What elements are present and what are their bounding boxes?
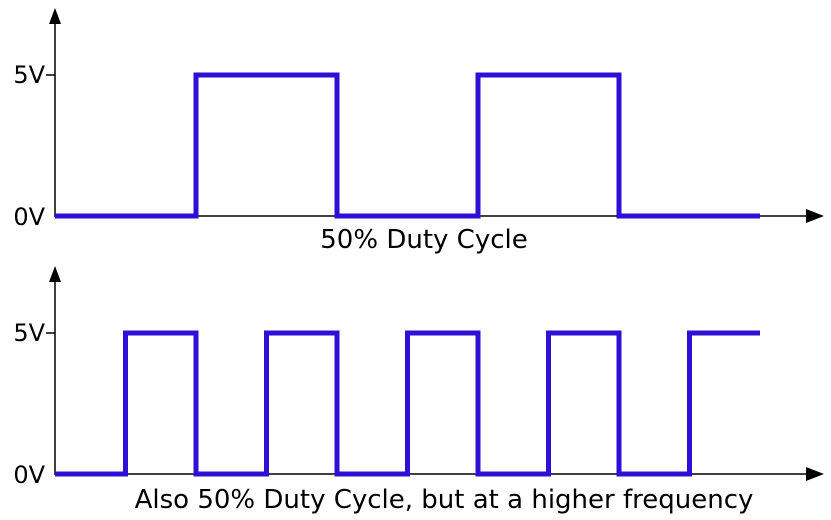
series-line bbox=[55, 330, 760, 477]
tick-label-0v: 0V bbox=[13, 461, 45, 489]
y-axis-arrow bbox=[49, 266, 61, 282]
plot-bottom: 5V 0V Also 50% Duty Cycle, but at a high… bbox=[13, 266, 824, 515]
x-axis-arrow bbox=[806, 209, 824, 223]
series-line bbox=[55, 72, 760, 219]
y-axis-arrow bbox=[49, 8, 61, 24]
chart-title: 50% Duty Cycle bbox=[320, 225, 527, 255]
chart-title: Also 50% Duty Cycle, but at a higher fre… bbox=[135, 485, 754, 515]
tick-label-5v: 5V bbox=[13, 319, 45, 347]
tick-label-0v: 0V bbox=[13, 203, 45, 231]
plot-top: 5V 0V 50% Duty Cycle bbox=[13, 8, 824, 255]
tick-label-5v: 5V bbox=[13, 61, 45, 89]
x-axis-arrow bbox=[806, 467, 824, 481]
